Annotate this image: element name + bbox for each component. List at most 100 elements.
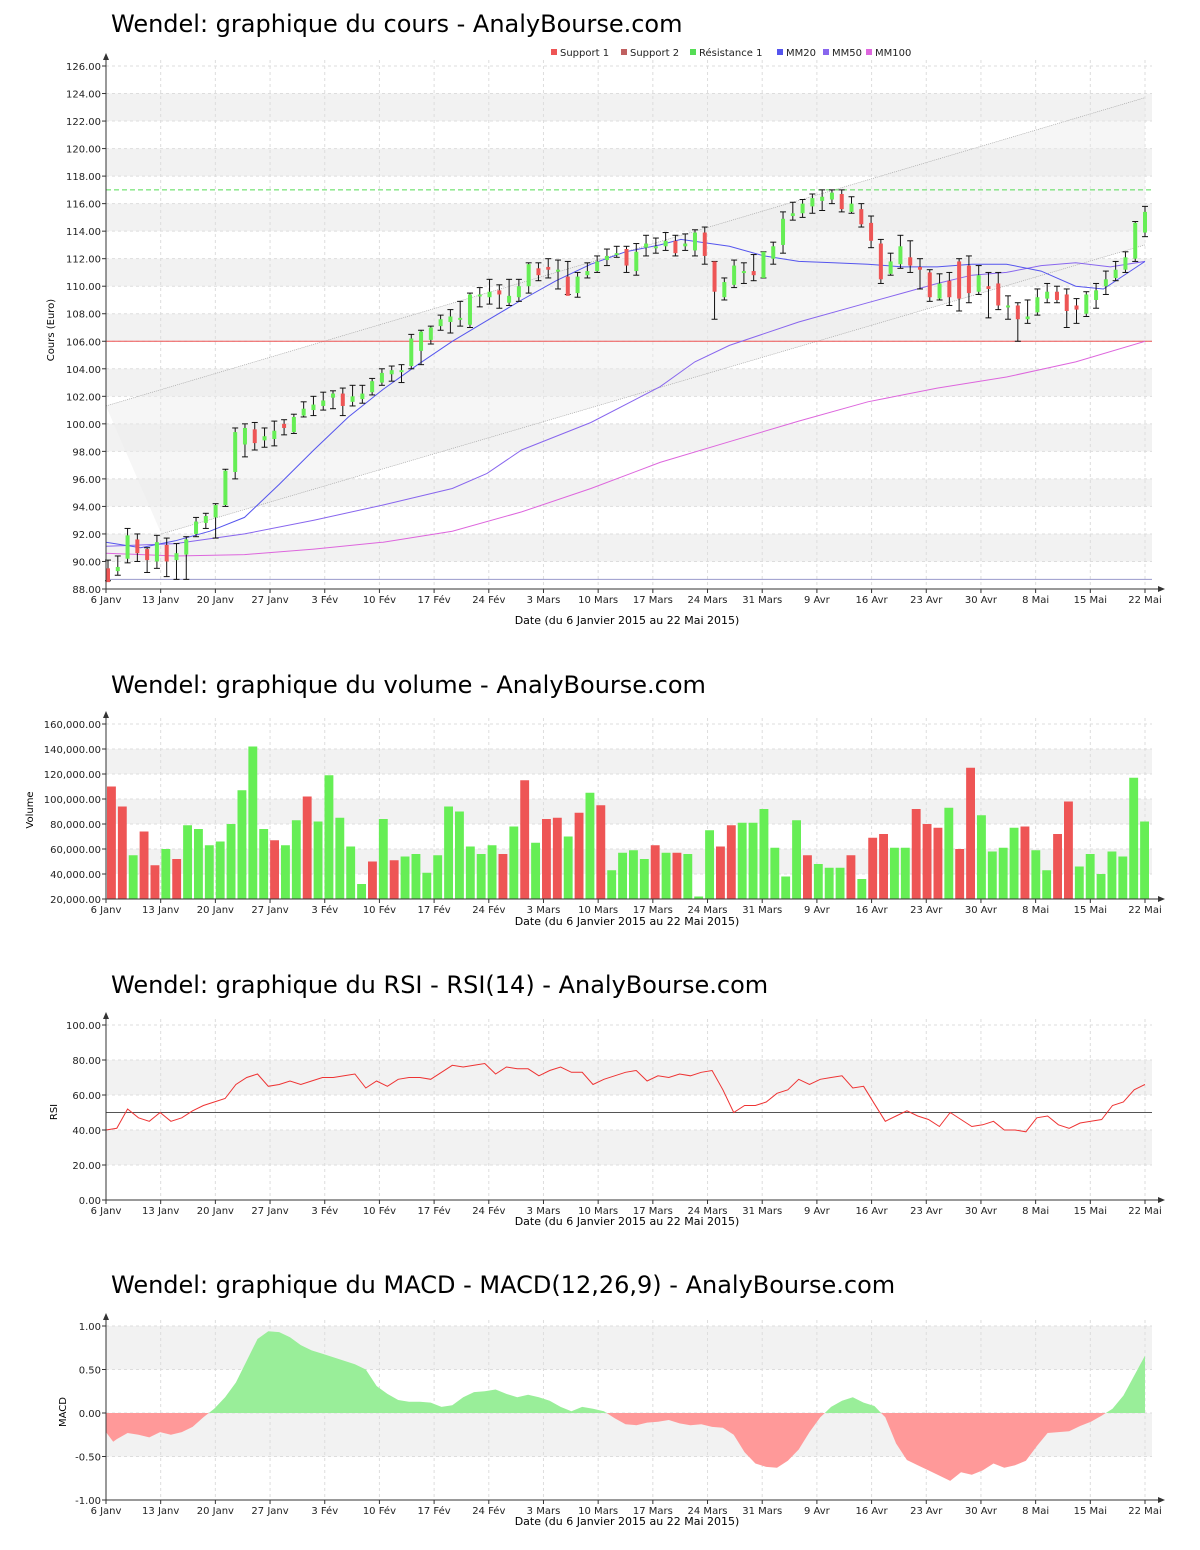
x-tick-label: 3 Fév <box>311 1205 338 1217</box>
volume-bar <box>716 846 725 899</box>
y-tick-label: 20,000.00 <box>50 895 101 906</box>
volume-chart-title: Wendel: graphique du volume - AnalyBours… <box>111 671 706 699</box>
x-tick-label: 22 Mai <box>1128 905 1161 916</box>
candle-body <box>350 396 355 402</box>
y-tick-label: 140,000.00 <box>44 745 101 756</box>
volume-bar <box>302 796 312 899</box>
volume-bar <box>422 872 432 899</box>
volume-bar <box>324 775 334 899</box>
x-tick-label: 8 Mai <box>1022 1506 1049 1517</box>
x-tick-label: 31 Mars <box>742 595 782 606</box>
macd-area <box>106 1331 1145 1481</box>
y-tick-label: 106.00 <box>66 337 101 348</box>
candle-body <box>937 283 942 299</box>
candle <box>789 201 796 221</box>
volume-bar <box>618 852 627 899</box>
volume-bar <box>1064 801 1073 899</box>
legend-label: Support 1 <box>560 48 609 59</box>
candle <box>408 333 415 370</box>
candle <box>721 277 728 301</box>
candle-body <box>184 539 189 555</box>
candle-body <box>722 282 727 298</box>
candle-body <box>106 568 110 583</box>
x-tick-label: 17 Mars <box>633 905 673 916</box>
y-tick-label: 1.00 <box>79 1322 101 1333</box>
volume-bar <box>987 851 997 899</box>
legend-swatch <box>866 49 872 55</box>
volume-bar <box>128 855 138 899</box>
x-tick-label: 13 Janv <box>142 905 179 916</box>
volume-bar <box>966 767 975 899</box>
volume-bar <box>1020 826 1030 899</box>
volume-bar <box>150 865 160 899</box>
candle-body <box>1084 294 1089 314</box>
candle-body <box>966 265 971 294</box>
x-tick-label: 27 Janv <box>251 905 288 916</box>
price-x-axis-label: Date (du 6 Janvier 2015 au 22 Mai 2015) <box>515 614 740 627</box>
y-tick-label: 94.00 <box>72 502 101 513</box>
candle <box>359 384 366 404</box>
volume-bar <box>944 807 954 899</box>
x-tick-label: 31 Mars <box>742 1206 782 1217</box>
volume-bar <box>607 870 617 899</box>
macd-negative-area <box>881 1413 1106 1481</box>
volume-bar <box>161 849 171 899</box>
volume-bar <box>770 847 780 899</box>
volume-bar <box>194 829 203 899</box>
rsi-chart: 0.00 20.00 40.00 60.00 80.00 100.00 6 Janv 13 … <box>49 1012 1165 1228</box>
candle-body <box>1045 291 1050 299</box>
candle <box>887 252 894 276</box>
x-tick-label: 24 Fév <box>472 904 505 916</box>
macd-y-tick-labels: -1.00 -0.50 0.00 0.50 1.00 <box>75 1322 101 1507</box>
candle-body <box>624 249 629 266</box>
x-tick-label: 22 Mai <box>1128 1206 1161 1217</box>
candle <box>770 241 777 265</box>
macd-y-axis-label: MACD <box>58 1397 69 1427</box>
candle <box>956 258 963 312</box>
plot-background <box>106 1019 1152 1200</box>
candle <box>868 215 875 249</box>
candle <box>486 278 493 305</box>
rsi-x-tick-labels: 6 Janv 13 Janv 20 Janv 27 Janv 3 Fév 10 Fév 17… <box>91 1205 1162 1217</box>
price-x-tick-labels: 6 Janv 13 Janv 20 Janv 27 Janv 3 Fév 10 Fév 17… <box>91 594 1162 606</box>
volume-bar <box>270 840 279 899</box>
candle <box>1014 302 1021 342</box>
candle-body <box>614 253 619 256</box>
volume-bar <box>911 809 921 899</box>
candle <box>251 421 258 451</box>
candle <box>584 262 591 279</box>
y-tick-label: 100.00 <box>66 1021 101 1032</box>
candle <box>349 384 356 407</box>
candle-body <box>360 393 365 400</box>
volume-bar <box>542 819 551 899</box>
volume-bar <box>487 845 497 899</box>
price-y-tick-labels: 88.00 90.00 92.00 94.00 96.00 98.00 100.00 102.… <box>66 62 101 596</box>
volume-bar <box>455 811 464 899</box>
candle <box>701 226 708 265</box>
candle <box>437 314 444 331</box>
y-tick-label: 60.00 <box>72 1091 101 1102</box>
candle-body <box>683 243 688 247</box>
candle <box>1063 288 1070 328</box>
y-tick-label: 80,000.00 <box>50 820 101 831</box>
x-tick-label: 13 Janv <box>142 1506 179 1517</box>
volume-bar <box>879 834 888 899</box>
x-tick-label: 24 Fév <box>472 1505 505 1517</box>
candle-body <box>1103 279 1108 287</box>
x-tick-label: 24 Mars <box>688 1506 728 1517</box>
macd-x-axis-label: Date (du 6 Janvier 2015 au 22 Mai 2015) <box>515 1515 740 1528</box>
volume-bar <box>476 854 486 899</box>
candle-body <box>585 271 590 276</box>
candle <box>1132 221 1139 262</box>
candle <box>535 262 542 282</box>
candle <box>476 287 483 308</box>
candle-body <box>976 275 981 292</box>
candle <box>858 203 865 228</box>
x-tick-label: 8 Mai <box>1022 905 1049 916</box>
y-tick-label: -0.50 <box>75 1453 101 1464</box>
volume-bar <box>629 850 638 899</box>
volume-bar <box>868 837 878 899</box>
candle-body <box>741 271 746 274</box>
candle <box>574 271 581 298</box>
candle-body <box>370 381 375 393</box>
